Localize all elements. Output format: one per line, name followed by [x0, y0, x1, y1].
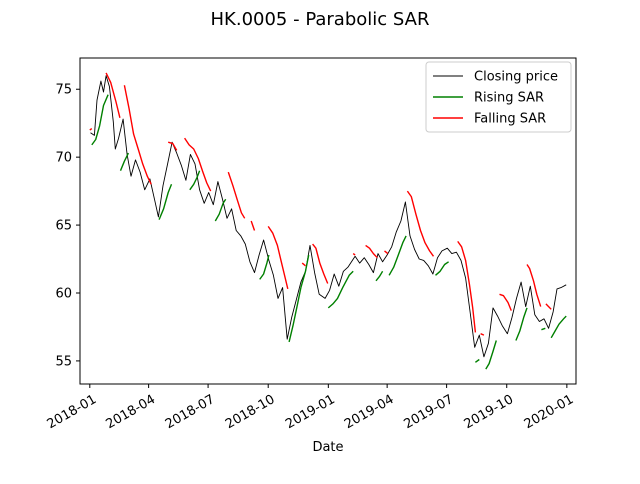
rising-sar-line-5: [259, 254, 270, 280]
rising-sar-line-8: [375, 270, 384, 282]
rising-sar-line-1: [119, 152, 130, 171]
y-tick-label-55: 55: [55, 354, 72, 369]
falling-sar-line-1: [105, 72, 121, 118]
rising-sar-line-2: [158, 184, 173, 220]
falling-sar-line-9: [312, 243, 329, 284]
falling-sar-line-5: [227, 171, 246, 219]
falling-sar-line-14: [457, 240, 477, 333]
rising-sar-line-13: [515, 307, 528, 341]
rising-sar-line-9: [388, 235, 407, 276]
legend-box: [425, 61, 572, 133]
falling-sar-line-17: [526, 264, 542, 307]
legend-label-rising-sar: Rising SAR: [474, 91, 544, 106]
chart-title: HK.0005 - Parabolic SAR: [211, 9, 430, 30]
rising-sar-line-12: [485, 340, 497, 370]
legend: Closing price Rising SAR Falling SAR: [425, 61, 572, 133]
falling-sar-line-18: [545, 303, 552, 310]
legend-label-closing-price: Closing price: [474, 70, 558, 85]
rising-sar-line-11: [474, 358, 480, 363]
y-tick-label-60: 60: [55, 286, 72, 301]
y-tick-label-70: 70: [55, 151, 72, 166]
falling-sar-line-8: [301, 262, 306, 267]
rising-sar-line-3: [189, 170, 201, 191]
y-tick-label-65: 65: [55, 219, 72, 234]
falling-sar-line-6: [250, 220, 256, 231]
rising-sar-line-14: [541, 327, 546, 331]
x-axis-label: Date: [312, 440, 343, 455]
legend-label-falling-sar: Falling SAR: [474, 112, 546, 127]
y-tick-label-75: 75: [55, 83, 72, 98]
falling-sar-line-4: [184, 137, 212, 192]
plot-area: [89, 72, 567, 370]
rising-sar-line-4: [214, 198, 227, 222]
falling-sar-line-3: [167, 141, 178, 151]
rising-sar-line-10: [435, 261, 449, 276]
falling-sar-line-12: [384, 250, 389, 255]
falling-sar-line-0: [89, 128, 93, 131]
closing-price-line-0: [90, 75, 567, 358]
rising-sar-line-6: [288, 254, 310, 343]
falling-sar-line-10: [352, 253, 356, 256]
falling-sar-line-15: [480, 333, 485, 336]
rising-sar-line-0: [91, 94, 109, 146]
falling-sar-line-7: [267, 226, 289, 290]
falling-sar-line-2: [123, 85, 152, 185]
falling-sar-line-13: [406, 190, 435, 257]
falling-sar-line-16: [499, 293, 512, 311]
rising-sar-line-15: [550, 315, 567, 339]
falling-sar-line-11: [365, 244, 378, 259]
rising-sar-line-7: [327, 270, 354, 309]
